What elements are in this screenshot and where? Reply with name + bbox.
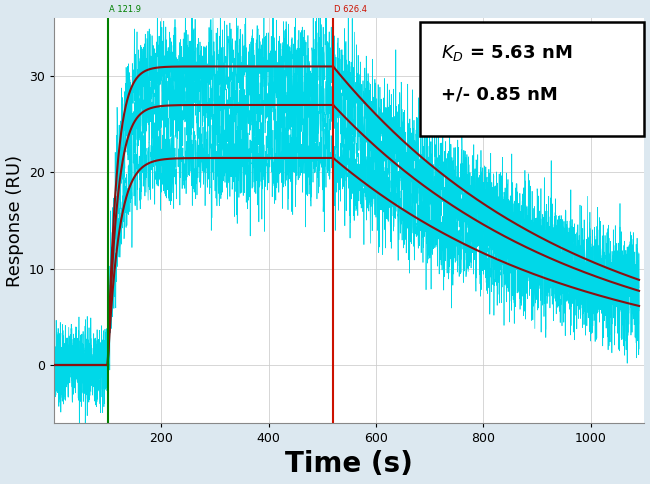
- X-axis label: Time (s): Time (s): [285, 451, 413, 479]
- Y-axis label: Response (RU): Response (RU): [6, 154, 23, 287]
- Text: $\mathit{K}_\mathit{D}$ = 5.63 nM: $\mathit{K}_\mathit{D}$ = 5.63 nM: [441, 43, 572, 62]
- Text: +/- 0.85 nM: +/- 0.85 nM: [441, 85, 558, 103]
- Text: A 121.9: A 121.9: [109, 5, 141, 14]
- FancyBboxPatch shape: [420, 22, 644, 136]
- Text: D 626.4: D 626.4: [334, 5, 367, 14]
